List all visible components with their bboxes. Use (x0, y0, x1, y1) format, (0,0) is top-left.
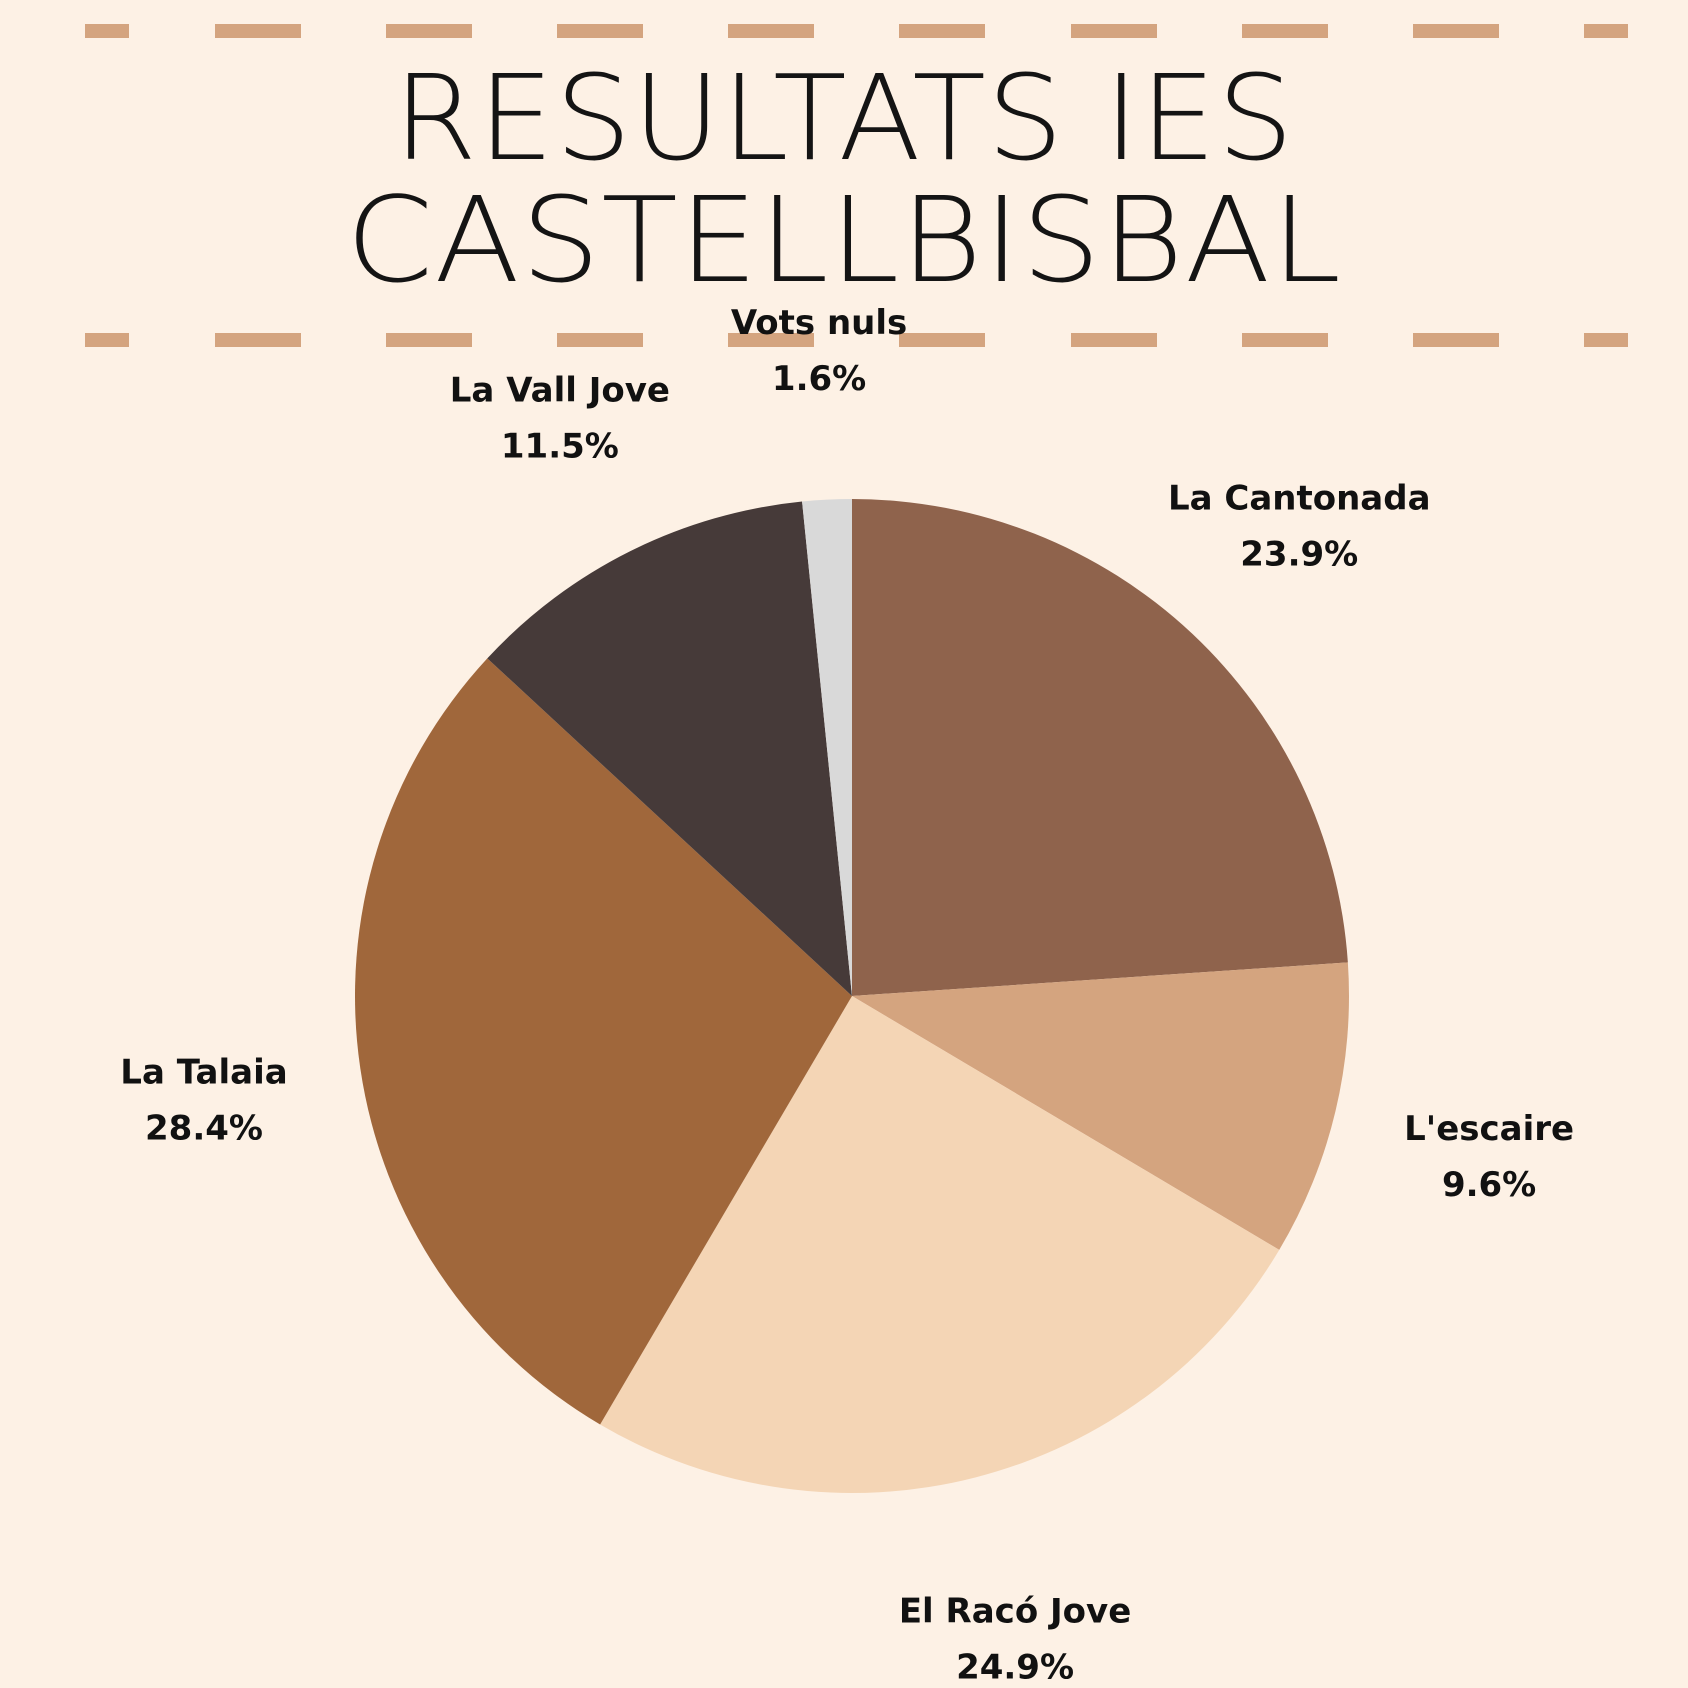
divider-dash (1242, 24, 1328, 38)
slice-percent-label: 9.6% (1442, 1165, 1536, 1205)
slice-name-label: La Vall Jove (450, 371, 670, 411)
divider-dash (899, 24, 985, 38)
slice-percent-label: 11.5% (501, 427, 619, 467)
slice-label-la-vall-jove: La Vall Jove 11.5% (450, 371, 670, 467)
pie-slice-la-vall-jove (487, 501, 852, 996)
pie-slices (355, 499, 1350, 1493)
slice-name-label: Vots nuls (731, 303, 907, 343)
pie-slice-la-talaia (355, 658, 852, 1425)
divider-dash (1071, 333, 1157, 347)
divider-dash (899, 333, 985, 347)
slice-label-la-talaia: La Talaia 28.4% (120, 1052, 287, 1148)
slice-name-label: La Talaia (120, 1052, 287, 1092)
pie-slice-vots-nuls (802, 499, 852, 996)
chart-title-line-1: RESULTATS IES (393, 49, 1295, 187)
divider-dash (1242, 333, 1328, 347)
chart-title-line-2: CASTELLBISBAL (345, 171, 1343, 309)
divider-dash (85, 24, 129, 38)
divider-dash (557, 333, 643, 347)
divider-dash (1071, 24, 1157, 38)
top-dashed-divider (0, 24, 1688, 38)
divider-dash (1584, 333, 1628, 347)
divider-dash (1413, 333, 1499, 347)
pie-labels: La Cantonada 23.9% L'escaire 9.6% El Racó Jo… (120, 303, 1574, 1688)
divider-dash (1413, 24, 1499, 38)
slice-label-vots-nuls: Vots nuls 1.6% (731, 303, 907, 399)
divider-dash (1584, 24, 1628, 38)
divider-dash (728, 333, 814, 347)
divider-dash (386, 333, 472, 347)
divider-dash (557, 24, 643, 38)
pie-slice-la-cantonada (852, 499, 1348, 996)
divider-dash (85, 333, 129, 347)
slice-label-el-raco-jove: El Racó Jove 24.9% (899, 1591, 1131, 1687)
slice-percent-label: 28.4% (145, 1108, 263, 1148)
slice-percent-label: 1.6% (772, 359, 866, 399)
bottom-dashed-divider (0, 333, 1688, 347)
slice-percent-label: 23.9% (1240, 534, 1358, 574)
divider-dash (728, 24, 814, 38)
pie-slice-l-escaire (852, 962, 1350, 1250)
divider-dash (215, 333, 301, 347)
slice-label-la-cantonada: La Cantonada 23.9% (1168, 478, 1431, 574)
divider-dash (386, 24, 472, 38)
slice-name-label: La Cantonada (1168, 478, 1431, 518)
slice-percent-label: 24.9% (956, 1647, 1074, 1687)
divider-dash (215, 24, 301, 38)
pie-slice-el-raco-jove (600, 996, 1280, 1493)
slice-label-l-escaire: L'escaire 9.6% (1404, 1109, 1574, 1205)
slice-name-label: El Racó Jove (899, 1591, 1131, 1631)
slice-name-label: L'escaire (1404, 1109, 1574, 1149)
